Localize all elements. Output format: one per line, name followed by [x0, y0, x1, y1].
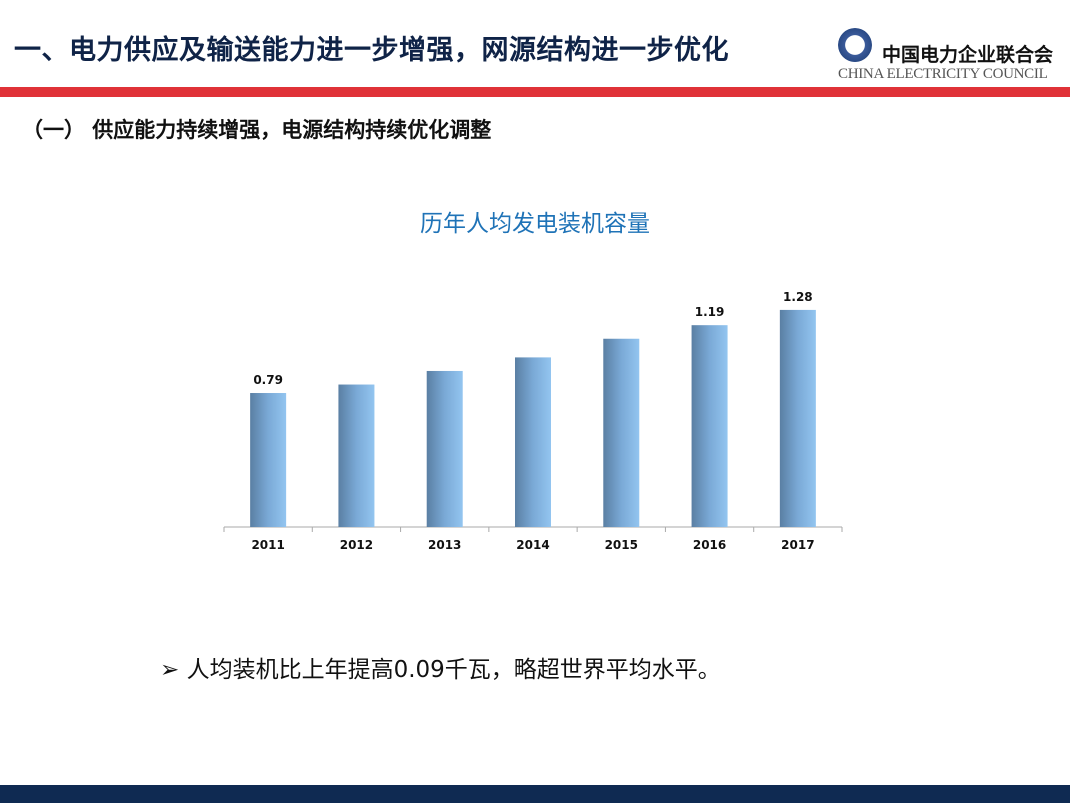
logo-seal-icon: [838, 28, 872, 62]
header-divider: [0, 87, 1070, 97]
bullet-arrow-icon: ➢: [160, 657, 180, 683]
x-tick-label: 2011: [251, 538, 284, 552]
bar-2017: [779, 309, 816, 527]
x-tick-label: 2013: [428, 538, 461, 552]
data-label: 0.79: [253, 373, 283, 387]
bar-2012: [338, 384, 375, 527]
x-tick-label: 2014: [516, 538, 549, 552]
section-subtitle: （一） 供应能力持续增强，电源结构持续优化调整: [22, 118, 492, 142]
x-tick-label: 2017: [781, 538, 814, 552]
bar-2013: [426, 370, 463, 527]
x-tick-label: 2015: [605, 538, 638, 552]
slide-title: 一、电力供应及输送能力进一步增强，网源结构进一步优化: [14, 35, 729, 66]
bar-2015: [603, 338, 640, 527]
logo-en-text: CHINA ELECTRICITY COUNCIL: [838, 66, 1048, 82]
x-tick-label: 2016: [693, 538, 726, 552]
bullet-text: 人均装机比上年提高0.09千瓦，略超世界平均水平。: [186, 657, 721, 683]
logo: 中国电力企业联合会 CHINA ELECTRICITY COUNCIL: [838, 28, 1068, 84]
data-label: 1.28: [783, 290, 813, 304]
bar-2011: [250, 393, 287, 527]
bar-2014: [515, 357, 551, 527]
bar-2016: [691, 325, 728, 527]
footer-bar: [0, 785, 1070, 803]
data-label: 1.19: [695, 305, 725, 319]
x-tick-label: 2012: [340, 538, 373, 552]
logo-cn-text: 中国电力企业联合会: [882, 44, 1054, 66]
bullet-point: ➢ 人均装机比上年提高0.09千瓦，略超世界平均水平。: [160, 650, 721, 684]
chart-title: 历年人均发电装机容量: [420, 211, 650, 237]
